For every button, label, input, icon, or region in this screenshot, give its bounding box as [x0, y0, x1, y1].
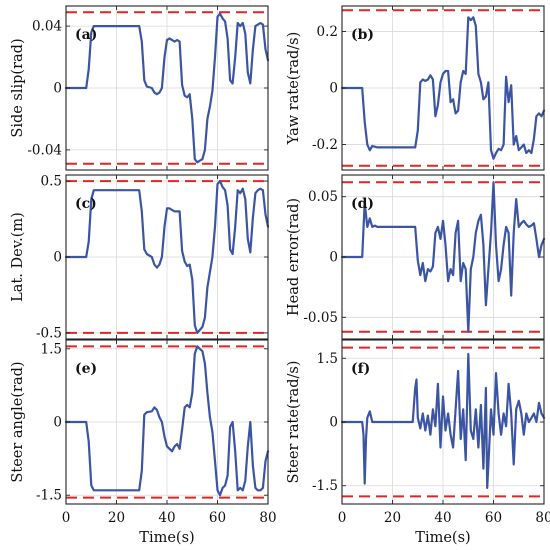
series-line: [340, 16, 546, 160]
panel-tag: (a): [75, 27, 97, 43]
series-line: [64, 345, 270, 497]
series-line: [64, 12, 270, 164]
y-tick-label: -1.5: [312, 478, 338, 494]
y-tick-label: 1.5: [317, 351, 338, 367]
x-axis-label: Time(s): [139, 530, 194, 546]
y-axis-label: Yaw rate(rad/s): [286, 32, 302, 146]
y-tick-label: 0: [329, 81, 338, 97]
y-axis-label: Lat. Dev.(m): [10, 212, 26, 302]
panel-tag: (f): [351, 361, 370, 377]
panel-tag: (e): [75, 361, 97, 377]
x-tick-label: 80: [259, 510, 276, 526]
y-tick-label: 0: [329, 250, 338, 266]
y-tick-label: 0: [53, 250, 62, 266]
y-tick-label: 0.05: [308, 189, 338, 205]
series-line: [340, 352, 546, 489]
y-axis-label: Side slip(rad): [10, 38, 26, 137]
y-tick-label: -0.5: [36, 325, 62, 341]
x-axis-label: Time(s): [415, 530, 470, 546]
panel-tag: (c): [75, 196, 97, 212]
x-tick-label: 20: [108, 510, 125, 526]
y-tick-label: -1.5: [36, 488, 62, 504]
x-tick-label: 60: [209, 510, 226, 526]
series-line: [340, 181, 546, 333]
y-tick-label: -0.2: [312, 137, 338, 153]
x-tick-label: 60: [485, 510, 502, 526]
series-line: [64, 180, 270, 334]
y-tick-label: 0.5: [41, 174, 62, 190]
chart-panel-3: 0.5 0 -0.5 Lat. Dev.(m) (c): [10, 174, 270, 341]
x-tick-label: 80: [535, 510, 550, 526]
chart-panel-2: 0.2 0 -0.2 Yaw rate(rad/s) (b): [286, 5, 546, 171]
x-tick-label: 0: [338, 510, 347, 526]
y-tick-label: 0.2: [317, 24, 338, 40]
panel-tag: (d): [351, 196, 374, 212]
x-tick-label: 40: [158, 510, 175, 526]
panel-tag: (b): [351, 27, 374, 43]
y-tick-label: -0.05: [303, 310, 338, 326]
y-axis-label: Head error(rad): [286, 198, 302, 316]
y-tick-label: 0: [53, 415, 62, 431]
x-tick-label: 20: [384, 510, 401, 526]
y-tick-label: 1.5: [41, 341, 62, 357]
y-tick-label: 0: [329, 415, 338, 431]
y-axis-label: Steer angle(rad): [10, 361, 26, 482]
y-tick-label: -0.04: [27, 142, 62, 158]
x-tick-label: 40: [434, 510, 451, 526]
y-tick-label: 0.04: [32, 19, 62, 35]
x-tick-label: 0: [62, 510, 71, 526]
y-tick-label: 0: [53, 81, 62, 97]
y-axis-label: Steer rate(rad/s): [286, 361, 302, 484]
